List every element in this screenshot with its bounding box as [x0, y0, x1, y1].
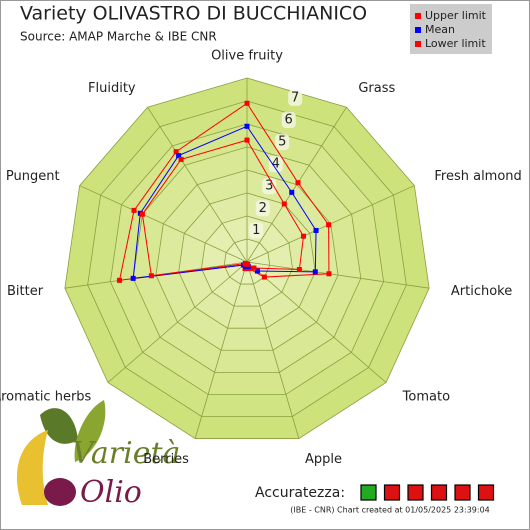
accuracy-box	[360, 484, 377, 501]
point	[326, 271, 332, 277]
point	[244, 137, 250, 143]
point	[173, 149, 179, 155]
footer: (IBE - CNR) Chart created at 01/05/2025 …	[290, 506, 490, 515]
point	[244, 100, 250, 106]
tick-label-bg	[281, 111, 296, 128]
accuracy-box	[383, 484, 401, 501]
axis-label: Tomato	[402, 389, 450, 404]
logo: Varietà Olio	[17, 400, 180, 510]
point	[117, 277, 123, 283]
point	[139, 211, 145, 217]
legend-label: Lower limit	[425, 37, 486, 50]
legend-swatch	[415, 27, 421, 33]
tick-label-bg	[255, 200, 270, 217]
r-tick-label: 7	[291, 90, 299, 105]
r-tick-label: 5	[278, 135, 286, 150]
logo-top: Varietà	[72, 436, 180, 471]
axis-label: Apple	[305, 452, 342, 467]
tick-label-bg	[275, 134, 290, 151]
point	[130, 275, 136, 281]
spoke	[194, 261, 248, 439]
axis-label: Berries	[143, 452, 189, 467]
axis-label: Aromatic herbs	[0, 389, 92, 404]
leaf	[40, 408, 78, 444]
point	[295, 180, 301, 186]
spoke	[79, 185, 248, 263]
point	[326, 222, 332, 228]
axis-label: Fresh almond	[434, 169, 521, 184]
point	[261, 274, 267, 280]
accuracy-box	[407, 484, 424, 501]
chart-title: Variety OLIVASTRO DI BUCCHIANICO	[20, 3, 367, 25]
tick-label-bg	[249, 222, 264, 239]
legend-label: Mean	[425, 23, 455, 36]
axis-label: Pungent	[6, 169, 60, 184]
spoke	[147, 106, 248, 263]
tick-label-bg	[262, 178, 277, 195]
point	[312, 269, 318, 275]
point	[281, 201, 287, 207]
point	[313, 227, 319, 233]
chart-subtitle: Source: AMAP Marche & IBE CNR	[20, 30, 217, 44]
point	[254, 268, 260, 274]
accuracy-box	[454, 484, 471, 501]
point	[178, 156, 184, 162]
legend-swatch	[415, 41, 421, 47]
point	[300, 233, 306, 239]
legend-swatch	[415, 13, 421, 19]
axis-label: Olive fruity	[211, 49, 283, 64]
accuracy-box	[430, 484, 448, 501]
r-tick-label: 1	[252, 223, 260, 238]
point	[176, 153, 182, 159]
tick-label-bg	[288, 89, 303, 106]
point	[289, 189, 295, 195]
point	[251, 265, 257, 271]
r-tick-label: 2	[259, 201, 267, 216]
legend-label: Upper limit	[425, 9, 487, 22]
r-tick-label: 3	[265, 179, 273, 194]
logo-bottom: Olio	[80, 475, 142, 510]
spoke	[246, 261, 430, 289]
accuracy-label: Accuratezza:	[255, 485, 345, 501]
leaf	[74, 400, 106, 462]
accuracy-box	[477, 484, 495, 501]
r-tick-label: 6	[285, 112, 293, 127]
spoke	[107, 261, 248, 383]
legend-box	[410, 4, 492, 54]
axis-label: Artichoke	[451, 284, 512, 299]
spoke	[246, 261, 300, 439]
point	[244, 123, 250, 129]
point	[131, 207, 137, 213]
axis-label: Bitter	[7, 284, 44, 299]
r-tick-label: 4	[272, 157, 280, 172]
point	[148, 273, 154, 279]
logo-one	[17, 430, 48, 505]
axis-label: Grass	[358, 81, 395, 96]
spoke	[246, 261, 387, 383]
point	[296, 267, 302, 273]
logo-o	[44, 478, 76, 506]
tick-label-bg	[268, 156, 283, 173]
axis-label: Fluidity	[88, 81, 136, 96]
point	[242, 261, 248, 267]
